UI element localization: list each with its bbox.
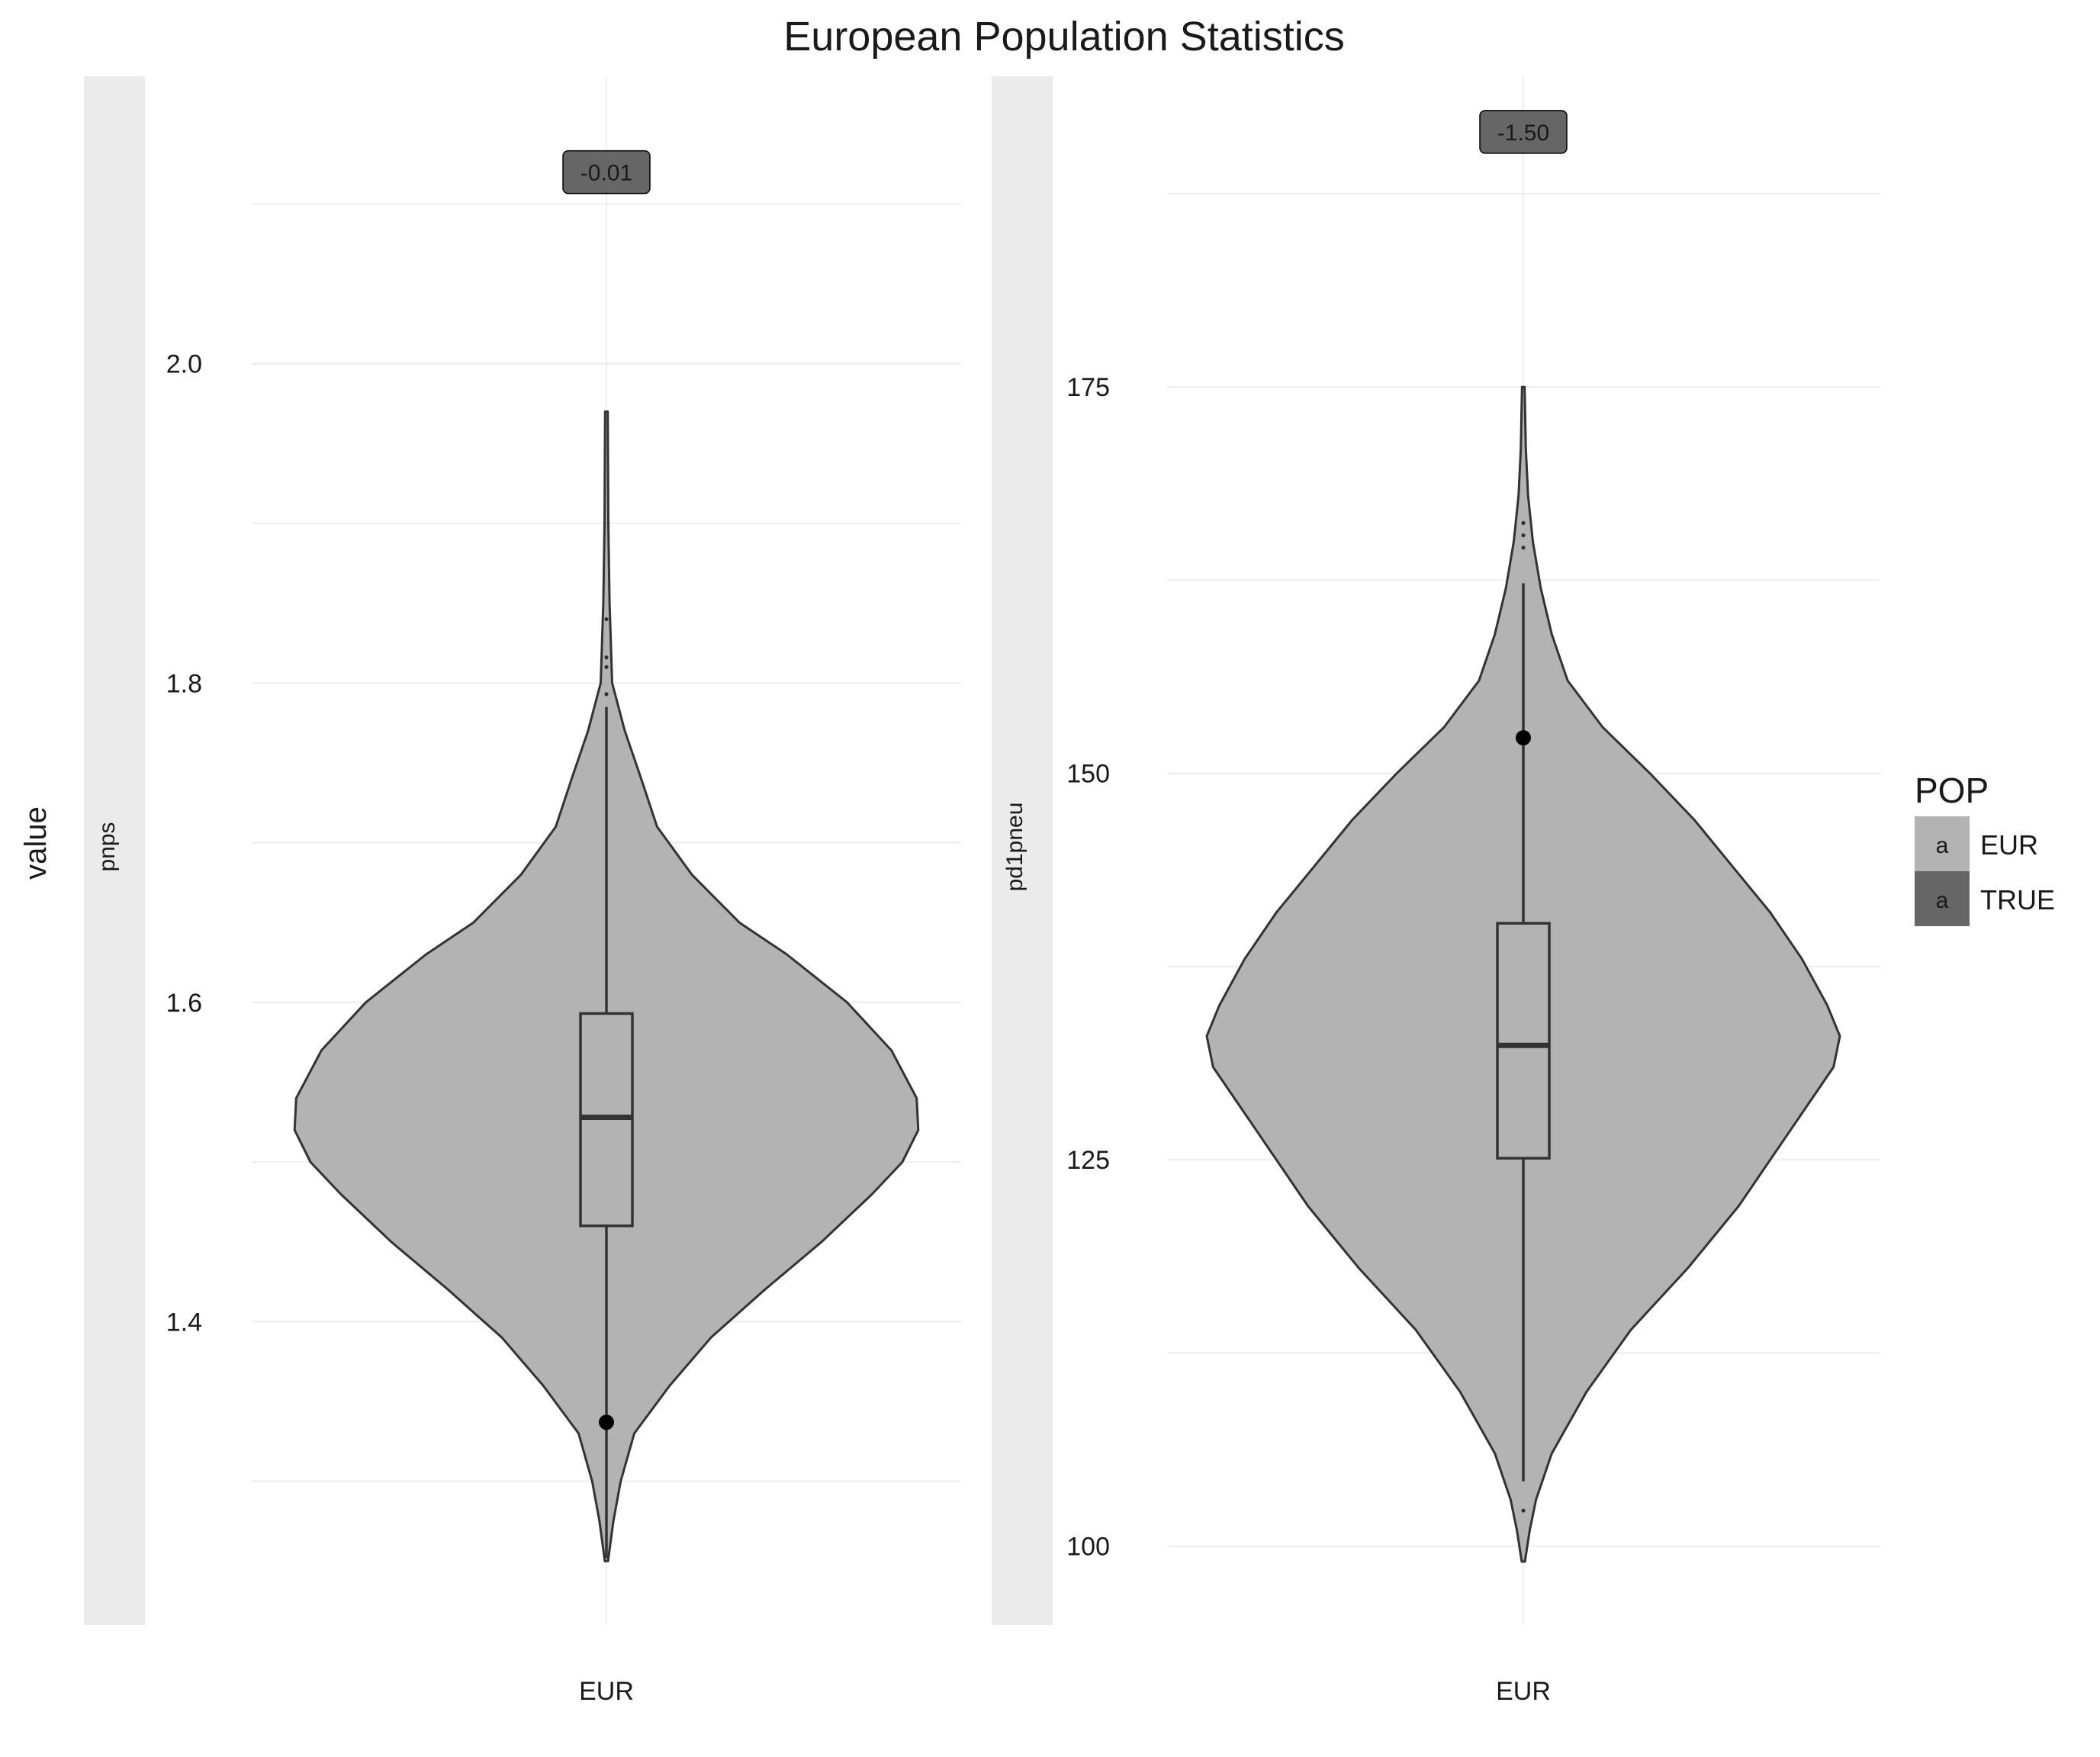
y-tick-label-pnps: 1.4 <box>166 1308 202 1337</box>
legend-title: POP <box>1915 771 1989 810</box>
y-tick-label-pd1pneu: 175 <box>1066 373 1110 402</box>
y-tick-labels-pnps: 1.4 1.6 1.8 2.0 <box>166 350 202 1337</box>
annotation-box-pd1pneu <box>1479 110 1568 154</box>
facet-panel-pnps: pnps 1.4 1.6 1.8 2.0 -0.01 EUR <box>84 76 961 1706</box>
outlier-point-pd1pneu <box>1521 520 1526 526</box>
violin-body-pd1pneu <box>1205 385 1841 1563</box>
x-tick-label-pd1pneu: EUR <box>1496 1677 1551 1706</box>
outlier-point-pd1pneu <box>1521 533 1526 538</box>
facet-strip-pd1pneu <box>992 76 1053 1625</box>
legend-key-glyph-eur: a <box>1936 833 1949 858</box>
outlier-point-pnps <box>604 665 609 669</box>
y-tick-label-pd1pneu: 100 <box>1066 1533 1110 1562</box>
y-tick-label-pnps: 1.8 <box>166 669 202 698</box>
y-tick-label-pnps: 1.6 <box>166 989 202 1018</box>
annotation-label-pnps: -0.01 <box>562 150 651 195</box>
annotation-box-pnps <box>562 150 651 195</box>
violin-marks-pd1pneu <box>1205 385 1841 1563</box>
annotation-text-pnps: -0.01 <box>580 161 632 186</box>
facet-strip-pnps <box>84 76 145 1625</box>
facet-panel-pd1pneu: pd1pneu 100 125 150 175 -1.50 EUR <box>992 76 1880 1706</box>
outlier-point-pd1pneu <box>1521 545 1526 550</box>
box-iqr-pd1pneu <box>1496 922 1551 1160</box>
violin-marks-pnps <box>293 410 920 1562</box>
highlight-point-pnps <box>599 1414 614 1430</box>
legend: POP a EUR a TRUE <box>1915 771 2055 926</box>
y-tick-label-pnps: 2.0 <box>166 350 202 379</box>
outlier-point-pnps <box>604 655 609 660</box>
outlier-point-pnps <box>604 692 609 697</box>
annotation-label-pd1pneu: -1.50 <box>1479 110 1568 154</box>
x-tick-label-pnps: EUR <box>579 1677 634 1706</box>
legend-key-eur <box>1915 816 1970 871</box>
y-tick-label-pd1pneu: 150 <box>1066 760 1110 789</box>
legend-key-true <box>1915 871 1970 926</box>
y-axis-title: value <box>19 806 53 880</box>
annotation-text-pd1pneu: -1.50 <box>1497 121 1549 146</box>
legend-item-true: a TRUE <box>1915 871 2055 926</box>
outlier-point-pd1pneu <box>1521 1508 1526 1513</box>
legend-key-glyph-true: a <box>1936 888 1949 913</box>
legend-label-eur: EUR <box>1980 829 2038 861</box>
legend-label-true: TRUE <box>1980 884 2055 916</box>
facet-strip-label-pd1pneu: pd1pneu <box>1002 803 1027 892</box>
highlight-point-pd1pneu <box>1516 730 1531 746</box>
chart-title: European Population Statistics <box>783 14 1344 60</box>
outlier-point-pnps <box>604 616 609 622</box>
y-tick-labels-pd1pneu: 100 125 150 175 <box>1066 373 1110 1561</box>
legend-item-eur: a EUR <box>1915 816 2038 871</box>
facet-strip-label-pnps: pnps <box>95 822 120 871</box>
y-tick-label-pd1pneu: 125 <box>1066 1146 1110 1175</box>
